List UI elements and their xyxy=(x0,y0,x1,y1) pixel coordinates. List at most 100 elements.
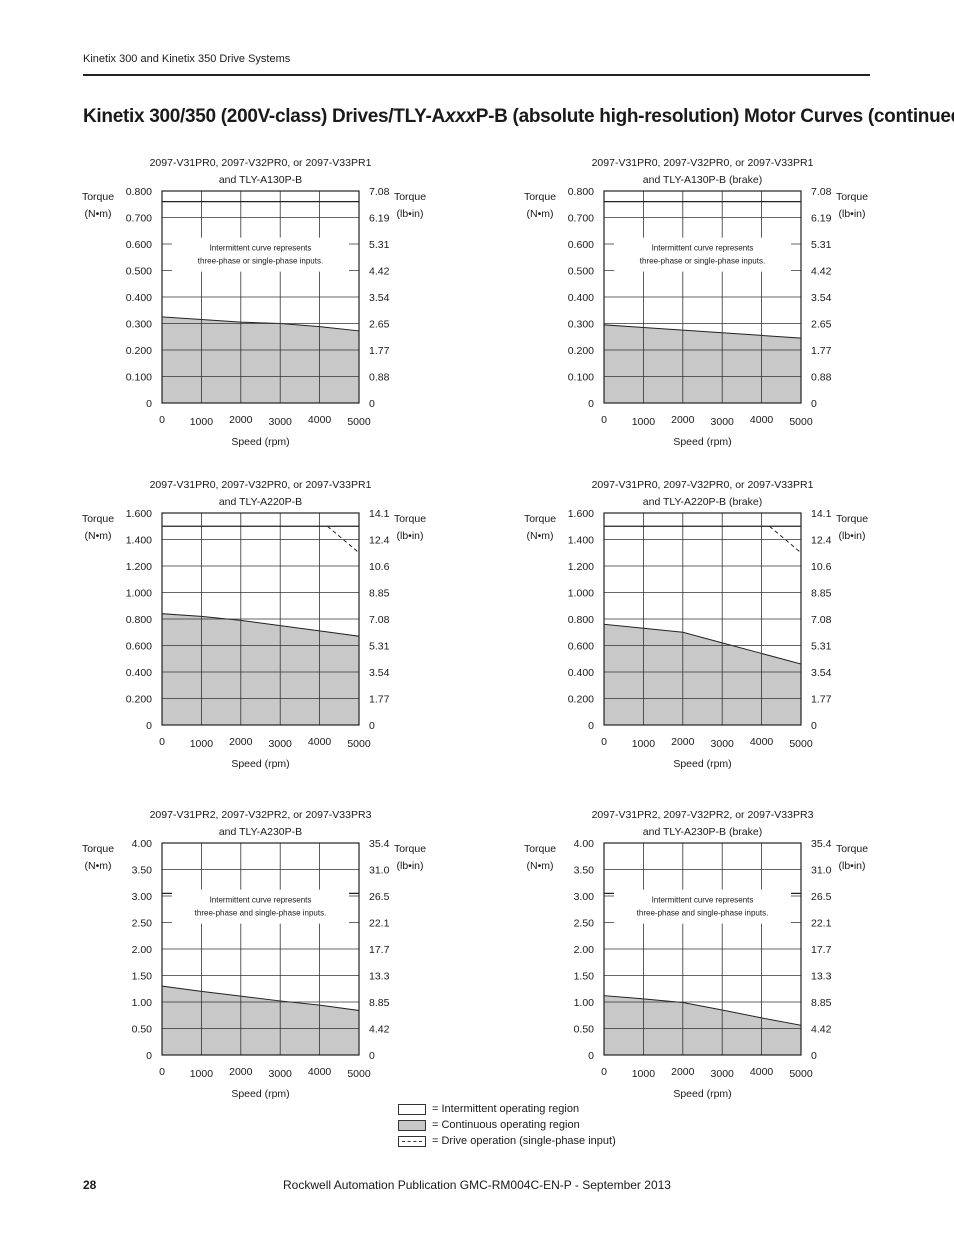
x-tick-label: 2000 xyxy=(671,414,695,426)
y-tick-label-left: 0 xyxy=(146,398,152,410)
right-axis-label: Torque xyxy=(394,513,426,525)
y-tick-label-right: 14.1 xyxy=(811,508,832,520)
y-tick-label-left: 1.50 xyxy=(574,971,595,983)
legend-item-intermittent: = Intermittent operating region xyxy=(398,1101,616,1117)
y-tick-label-left: 2.00 xyxy=(574,944,595,956)
x-tick-label: 3000 xyxy=(269,416,293,428)
x-tick-label: 3000 xyxy=(711,738,735,750)
y-tick-label-left: 2.50 xyxy=(574,918,595,930)
y-tick-label-left: 1.600 xyxy=(126,508,152,520)
y-tick-label-left: 0.100 xyxy=(126,372,152,384)
continuous-region xyxy=(161,985,360,1056)
x-tick-label: 2000 xyxy=(671,1066,695,1078)
right-axis-unit: (lb•in) xyxy=(838,860,865,872)
x-tick-label: 0 xyxy=(601,736,607,748)
y-tick-label-right: 6.19 xyxy=(369,213,390,225)
x-axis-label: Speed (rpm) xyxy=(231,758,289,770)
y-tick-label-right: 22.1 xyxy=(811,918,832,930)
right-axis-label: Torque xyxy=(836,513,868,525)
right-axis-unit: (lb•in) xyxy=(838,208,865,220)
y-tick-label-right: 10.6 xyxy=(369,561,390,573)
chart-title-line1: 2097-V31PR0, 2097-V32PR0, or 2097-V33PR1 xyxy=(150,157,372,169)
y-tick-label-left: 0.400 xyxy=(126,292,152,304)
x-tick-label: 5000 xyxy=(347,416,371,428)
y-tick-label-right: 2.65 xyxy=(811,319,832,331)
y-tick-label-right: 8.85 xyxy=(811,997,832,1009)
chart-title-line1: 2097-V31PR0, 2097-V32PR0, or 2097-V33PR1 xyxy=(150,479,372,491)
x-tick-label: 5000 xyxy=(789,416,813,428)
chart-title-line1: 2097-V31PR2, 2097-V32PR2, or 2097-V33PR3 xyxy=(592,809,814,821)
x-tick-label: 2000 xyxy=(229,1066,253,1078)
y-tick-label-right: 13.3 xyxy=(369,971,390,983)
y-tick-label-right: 8.85 xyxy=(369,997,390,1009)
x-tick-label: 5000 xyxy=(789,738,813,750)
x-tick-label: 4000 xyxy=(750,414,774,426)
y-tick-label-right: 5.31 xyxy=(369,239,390,251)
y-tick-label-right: 4.42 xyxy=(369,266,390,278)
x-tick-label: 0 xyxy=(159,1066,165,1078)
y-tick-label-left: 3.50 xyxy=(574,865,595,877)
header-rule xyxy=(83,74,870,76)
y-tick-label-left: 0.50 xyxy=(132,1024,153,1036)
y-tick-label-left: 0 xyxy=(588,720,594,732)
chart-title-line2: and TLY-A130P-B xyxy=(219,174,302,186)
x-tick-label: 4000 xyxy=(308,1066,332,1078)
y-tick-label-right: 13.3 xyxy=(811,971,832,983)
y-tick-label-right: 5.31 xyxy=(811,641,832,653)
left-axis-label: Torque xyxy=(524,843,556,855)
y-tick-label-right: 12.4 xyxy=(811,535,832,547)
page-title: Kinetix 300/350 (200V-class) Drives/TLY-… xyxy=(83,106,954,128)
plot-frame xyxy=(161,190,360,404)
y-tick-label-right: 6.19 xyxy=(811,213,832,225)
y-tick-label-right: 17.7 xyxy=(369,944,390,956)
y-tick-label-left: 0 xyxy=(146,1050,152,1062)
chart-title-line1: 2097-V31PR0, 2097-V32PR0, or 2097-V33PR1 xyxy=(592,479,814,491)
y-tick-label-right: 7.08 xyxy=(369,186,390,198)
y-tick-label-left: 2.00 xyxy=(132,944,153,956)
y-tick-label-left: 0.500 xyxy=(568,266,594,278)
y-tick-label-left: 0.200 xyxy=(126,694,152,706)
x-axis-label: Speed (rpm) xyxy=(673,436,731,448)
intermittent-note-line2: three-phase and single-phase inputs. xyxy=(637,909,769,918)
y-tick-label-right: 1.77 xyxy=(369,345,390,357)
x-tick-label: 4000 xyxy=(750,736,774,748)
x-tick-label: 1000 xyxy=(632,416,656,428)
note-background xyxy=(614,237,791,272)
y-tick-label-left: 3.50 xyxy=(132,865,153,877)
x-tick-label: 3000 xyxy=(269,738,293,750)
right-axis-unit: (lb•in) xyxy=(396,860,423,872)
chart-title-line1: 2097-V31PR2, 2097-V32PR2, or 2097-V33PR3 xyxy=(150,809,372,821)
x-tick-label: 3000 xyxy=(711,416,735,428)
y-tick-label-right: 4.42 xyxy=(811,1024,832,1036)
legend-swatch-intermittent xyxy=(398,1103,426,1115)
x-tick-label: 2000 xyxy=(229,736,253,748)
y-tick-label-left: 1.200 xyxy=(568,561,594,573)
page-number: 28 xyxy=(83,1178,97,1192)
x-tick-label: 1000 xyxy=(190,416,214,428)
y-tick-label-left: 0.100 xyxy=(568,372,594,384)
legend-item-single-phase: = Drive operation (single-phase input) xyxy=(398,1133,616,1149)
y-tick-label-right: 0.88 xyxy=(369,372,390,384)
continuous-region xyxy=(161,613,360,726)
x-tick-label: 4000 xyxy=(308,736,332,748)
y-tick-label-left: 0.600 xyxy=(568,239,594,251)
y-tick-label-left: 0.500 xyxy=(126,266,152,278)
y-tick-label-right: 31.0 xyxy=(369,865,390,877)
legend-swatch-single-phase xyxy=(398,1135,426,1147)
y-tick-label-right: 31.0 xyxy=(811,865,832,877)
y-tick-label-left: 0.800 xyxy=(126,186,152,198)
y-tick-label-left: 3.00 xyxy=(574,891,595,903)
intermittent-note-line2: three-phase or single-phase inputs. xyxy=(198,257,323,266)
x-tick-label: 3000 xyxy=(711,1068,735,1080)
y-tick-label-left: 1.00 xyxy=(132,997,153,1009)
chart-title-line2: and TLY-A220P-B (brake) xyxy=(643,496,762,508)
y-tick-label-right: 3.54 xyxy=(369,667,390,679)
right-axis-label: Torque xyxy=(394,843,426,855)
y-tick-label-left: 0.300 xyxy=(568,319,594,331)
y-tick-label-right: 3.54 xyxy=(369,292,390,304)
x-tick-label: 3000 xyxy=(269,1068,293,1080)
y-tick-label-left: 0.700 xyxy=(126,213,152,225)
y-tick-label-right: 1.77 xyxy=(369,694,390,706)
chart-title-line2: and TLY-A130P-B (brake) xyxy=(643,174,762,186)
plot-frame xyxy=(161,512,360,726)
